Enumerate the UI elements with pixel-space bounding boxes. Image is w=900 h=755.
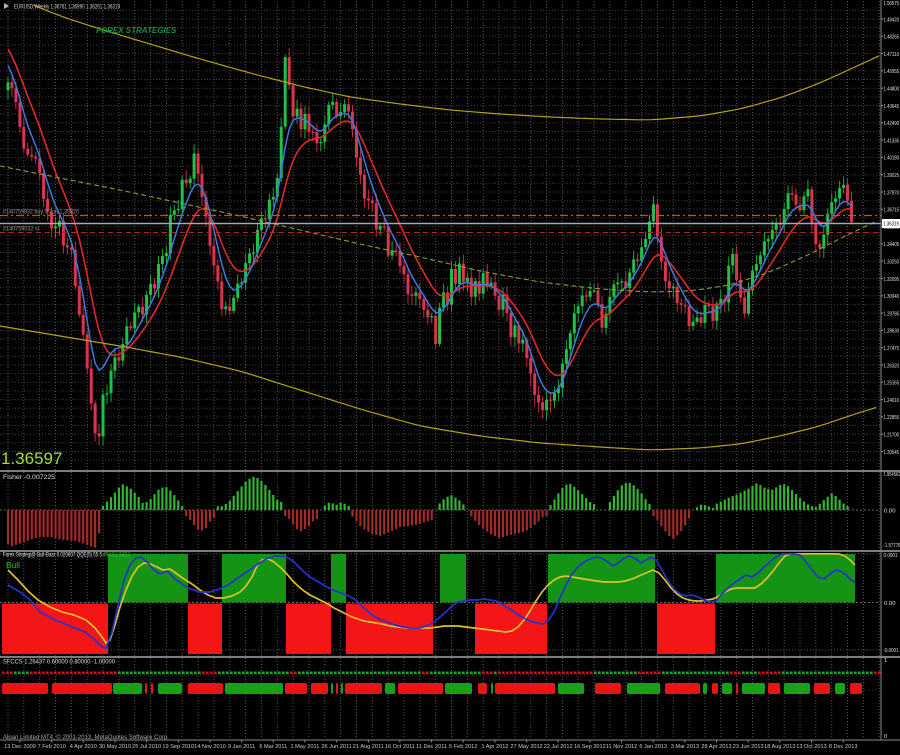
svg-text:1.43645: 1.43645	[884, 104, 900, 110]
svg-text:1.36597: 1.36597	[1, 449, 62, 468]
svg-text:28 Apr 2013: 28 Apr 2013	[701, 744, 731, 750]
svg-text:0.00: 0.00	[884, 601, 896, 607]
svg-text:1.47110: 1.47110	[884, 52, 900, 58]
svg-text:-1.57776: -1.57776	[884, 543, 900, 549]
svg-text:25 Jul 2010: 25 Jul 2010	[132, 744, 161, 750]
svg-text:18 Aug 2013: 18 Aug 2013	[764, 744, 795, 750]
svg-text:SFCCS 1.26437 0.60000 0.80000: SFCCS 1.26437 0.60000 0.80000 -1.00000	[3, 659, 116, 666]
svg-text:11 Nov 2012: 11 Nov 2012	[606, 744, 637, 750]
svg-text:19 Sep 2010: 19 Sep 2010	[162, 744, 194, 750]
svg-text:1.32095: 1.32095	[884, 277, 900, 283]
svg-text:30 May 2010: 30 May 2010	[99, 744, 131, 750]
svg-text:1.28630: 1.28630	[884, 329, 900, 335]
svg-text:1.24010: 1.24010	[884, 398, 900, 404]
svg-text:1: 1	[884, 658, 887, 664]
svg-text:7 Feb 2010: 7 Feb 2010	[38, 744, 66, 750]
svg-text:22 Jul 2012: 22 Jul 2012	[544, 744, 573, 750]
svg-text:1.25165: 1.25165	[884, 381, 900, 387]
svg-text:1.21700: 1.21700	[884, 433, 900, 439]
svg-text:Forex Strategi@ Bull-Baar 0.02: Forex Strategi@ Bull-Baar 0.020607 QQE(5…	[3, 552, 102, 559]
svg-text:0.0001: 0.0001	[884, 553, 898, 559]
svg-text:1.48265: 1.48265	[884, 35, 900, 41]
svg-text:1.20545: 1.20545	[884, 450, 900, 456]
svg-text:1 May 2011: 1 May 2011	[290, 744, 319, 750]
svg-text:1.42490: 1.42490	[884, 121, 900, 127]
svg-text:26 Jun 2011: 26 Jun 2011	[321, 744, 351, 750]
svg-text:16 Oct 2011: 16 Oct 2011	[385, 744, 415, 750]
svg-text:1.36715: 1.36715	[884, 208, 900, 214]
svg-text:Fisher -0.007225: Fisher -0.007225	[3, 474, 56, 481]
svg-text:13 Oct 2013: 13 Oct 2013	[796, 744, 826, 750]
svg-text:1.34405: 1.34405	[884, 242, 900, 248]
svg-text:-0.0001: -0.0001	[884, 648, 899, 654]
svg-text:1.29785: 1.29785	[884, 311, 900, 317]
svg-text:Bull: Bull	[6, 560, 20, 570]
svg-text:1.41335: 1.41335	[884, 138, 900, 144]
svg-text:1.40180: 1.40180	[884, 156, 900, 162]
svg-text:1.30940: 1.30940	[884, 294, 900, 300]
svg-text:FOREX STRATEGIES: FOREX STRATEGIES	[96, 26, 177, 35]
svg-text:16 Sep 2012: 16 Sep 2012	[574, 744, 606, 750]
svg-text:27 May 2012: 27 May 2012	[510, 744, 542, 750]
svg-text:EURUSD,Weekly 1.36761 1.36990: EURUSD,Weekly 1.36761 1.36990 1.36261 1.…	[14, 4, 120, 11]
svg-text:1.50575: 1.50575	[884, 1, 900, 7]
svg-text:1.22855: 1.22855	[884, 415, 900, 421]
svg-text:5 Feb 2012: 5 Feb 2012	[449, 744, 477, 750]
svg-text:1.45955: 1.45955	[884, 69, 900, 75]
svg-text:1.37870: 1.37870	[884, 190, 900, 196]
svg-text:23 Jun 2013: 23 Jun 2013	[733, 744, 764, 750]
svg-text:#140759032 buy 0.2 at 1.35820: #140759032 buy 0.2 at 1.35820	[3, 209, 79, 216]
svg-text:9 Jan 2011: 9 Jan 2011	[228, 744, 255, 750]
svg-text:8 Dec 2013: 8 Dec 2013	[829, 744, 858, 750]
svg-text:14 Nov 2010: 14 Nov 2010	[194, 744, 226, 750]
svg-text:#140759032 sl: #140759032 sl	[3, 226, 39, 233]
svg-text:21 Aug 2011: 21 Aug 2011	[353, 744, 384, 750]
svg-text:1 Apr 2012: 1 Apr 2012	[481, 744, 508, 750]
svg-text:494 61.34S3: 494 61.34S3	[103, 552, 130, 559]
svg-text:1.27475: 1.27475	[884, 346, 900, 352]
svg-text:1.954562: 1.954562	[884, 472, 900, 478]
svg-text:Alpari Limited MT4, © 2001-201: Alpari Limited MT4, © 2001-2013, MetaQuo…	[3, 734, 169, 741]
svg-text:13 Dec 2009: 13 Dec 2009	[4, 744, 36, 750]
svg-text:6 Mar 2011: 6 Mar 2011	[259, 744, 287, 750]
svg-text:0.00: 0.00	[884, 508, 896, 514]
svg-text:1.26320: 1.26320	[884, 363, 900, 369]
svg-text:3 Mar 2013: 3 Mar 2013	[671, 744, 699, 750]
svg-text:11 Dec 2011: 11 Dec 2011	[416, 744, 447, 750]
svg-text:6 Jan 2013: 6 Jan 2013	[639, 744, 667, 750]
svg-text:1.49420: 1.49420	[884, 17, 900, 23]
svg-text:1.39025: 1.39025	[884, 173, 900, 179]
svg-text:1.33250: 1.33250	[884, 260, 900, 266]
svg-text:1.44800: 1.44800	[884, 87, 900, 93]
svg-text:1.36319: 1.36319	[883, 222, 899, 228]
svg-text:4 Apr 2010: 4 Apr 2010	[70, 744, 97, 750]
